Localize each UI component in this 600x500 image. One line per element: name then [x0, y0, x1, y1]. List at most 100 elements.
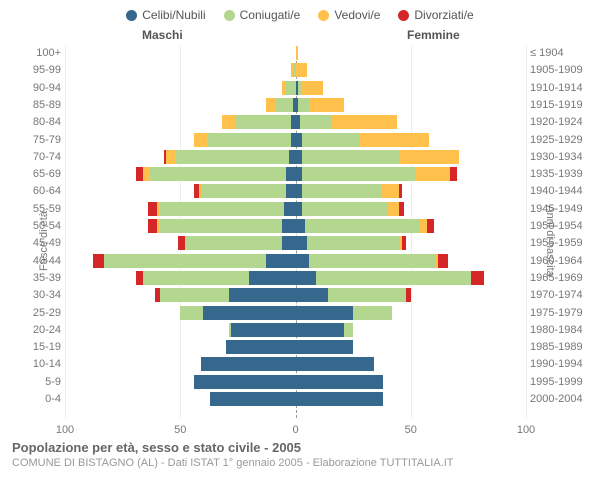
legend: Celibi/NubiliConiugati/eVedovi/eDivorzia… [12, 8, 588, 22]
bar-segment [332, 115, 397, 129]
bar-segment [286, 167, 295, 181]
pyramid-row [65, 219, 526, 233]
bar-female [296, 340, 527, 354]
bar-segment [302, 81, 323, 95]
pyramid-row [65, 271, 526, 285]
bar-segment [360, 133, 429, 147]
pyramid-row [65, 323, 526, 337]
bar-segment [399, 184, 401, 198]
pyramid-row [65, 98, 526, 112]
y-axis-right: 2000-20041995-19991990-19941985-19891980… [526, 46, 588, 436]
gender-headers: Maschi Femmine [12, 28, 588, 46]
bar-female [296, 202, 527, 216]
footer: Popolazione per età, sesso e stato civil… [12, 440, 588, 469]
bar-male [65, 306, 296, 320]
bar-male [65, 288, 296, 302]
bar-segment [266, 98, 275, 112]
bar-male [65, 219, 296, 233]
bar-segment [427, 219, 434, 233]
bar-segment [275, 98, 293, 112]
age-label: 25-29 [33, 308, 61, 319]
legend-item: Vedovi/e [318, 8, 380, 22]
bar-segment [450, 167, 457, 181]
bar-segment [160, 288, 229, 302]
pyramid-row [65, 46, 526, 60]
age-label: 5-9 [45, 377, 61, 388]
bar-female [296, 63, 527, 77]
birth-year-label: 1940-1944 [530, 186, 583, 197]
bar-segment [136, 167, 143, 181]
bar-segment [415, 167, 450, 181]
bar-female [296, 133, 527, 147]
bar-segment [296, 323, 344, 337]
bar-segment [286, 81, 295, 95]
bar-segment [296, 392, 384, 406]
legend-swatch [318, 10, 329, 21]
age-label: 35-39 [33, 273, 61, 284]
bar-segment [296, 63, 308, 77]
pyramid-row [65, 392, 526, 406]
bar-female [296, 323, 527, 337]
bar-segment [300, 115, 332, 129]
age-label: 75-79 [33, 135, 61, 146]
birth-year-label: 1950-1954 [530, 221, 583, 232]
birth-year-label: 1990-1994 [530, 359, 583, 370]
age-label: 80-84 [33, 117, 61, 128]
bar-segment [298, 98, 310, 112]
bar-segment [296, 150, 303, 164]
bar-segment [286, 184, 295, 198]
bar-segment [284, 202, 296, 216]
bar-segment [309, 98, 344, 112]
bar-segment [316, 271, 470, 285]
pyramid-row [65, 150, 526, 164]
bar-segment [471, 271, 485, 285]
bar-segment [296, 271, 317, 285]
pyramid-row [65, 167, 526, 181]
bar-segment [160, 202, 284, 216]
age-label: 30-34 [33, 290, 61, 301]
bar-male [65, 167, 296, 181]
footer-title: Popolazione per età, sesso e stato civil… [12, 440, 588, 455]
bar-segment [194, 375, 295, 389]
birth-year-label: 1960-1964 [530, 256, 583, 267]
bar-segment [296, 254, 310, 268]
x-tick-label: 100 [56, 424, 74, 436]
bar-segment [136, 271, 143, 285]
bar-female [296, 357, 527, 371]
birth-year-label: 1965-1969 [530, 273, 583, 284]
bar-male [65, 236, 296, 250]
bar-segment [296, 219, 305, 233]
pyramid-row [65, 306, 526, 320]
header-female: Femmine [407, 28, 460, 42]
bar-segment [296, 288, 328, 302]
birth-year-label: 1920-1924 [530, 117, 583, 128]
bar-male [65, 254, 296, 268]
legend-item: Divorziati/e [398, 8, 473, 22]
bar-segment [226, 340, 295, 354]
bar-segment [143, 167, 150, 181]
bar-segment [229, 288, 296, 302]
bar-male [65, 115, 296, 129]
bar-male [65, 46, 296, 60]
age-label: 45-49 [33, 238, 61, 249]
bar-female [296, 150, 527, 164]
bar-segment [289, 150, 296, 164]
bar-female [296, 167, 527, 181]
pyramid-row [65, 63, 526, 77]
legend-swatch [126, 10, 137, 21]
bar-segment [302, 133, 360, 147]
age-label: 0-4 [45, 394, 61, 405]
bar-female [296, 236, 527, 250]
bar-male [65, 271, 296, 285]
bar-segment [249, 271, 295, 285]
bar-segment [93, 254, 105, 268]
age-label: 50-54 [33, 221, 61, 232]
age-label: 65-69 [33, 169, 61, 180]
bar-female [296, 219, 527, 233]
pyramid-row [65, 357, 526, 371]
legend-label: Vedovi/e [334, 8, 380, 22]
bar-segment [160, 219, 282, 233]
bar-segment [402, 236, 407, 250]
birth-year-label: 2000-2004 [530, 394, 583, 405]
birth-year-label: 1915-1919 [530, 100, 583, 111]
